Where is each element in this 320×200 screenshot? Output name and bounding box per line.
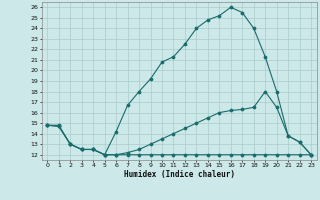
X-axis label: Humidex (Indice chaleur): Humidex (Indice chaleur) [124,170,235,179]
